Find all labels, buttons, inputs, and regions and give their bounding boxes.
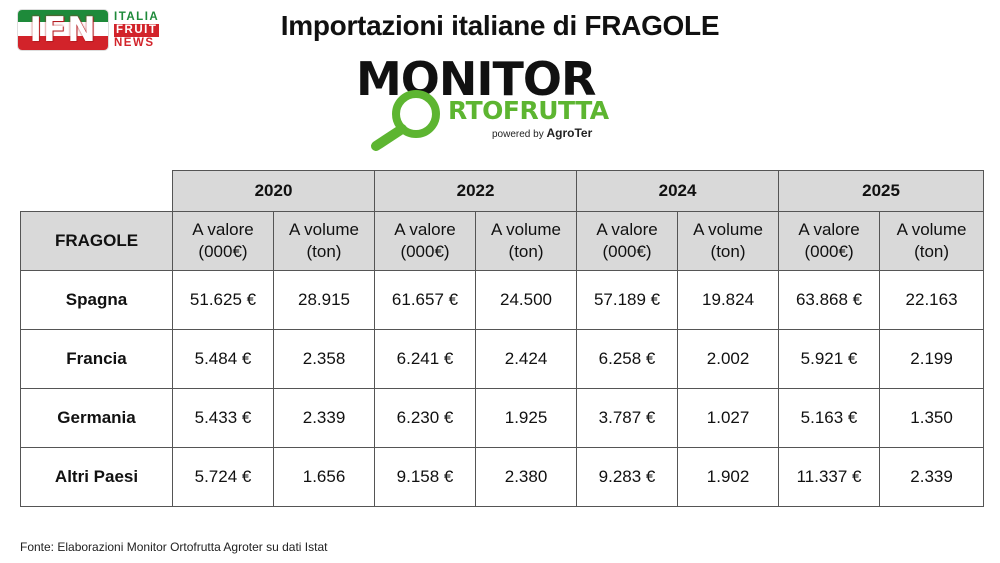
value-cell: 3.787 € — [576, 388, 679, 448]
value-cell: 1.350 — [879, 388, 985, 448]
value-cell: 5.163 € — [778, 388, 881, 448]
country-cell: Spagna — [20, 270, 173, 330]
sub-header-valore: A valore (000€) — [778, 211, 881, 271]
sub-header-volume: A volume (ton) — [879, 211, 985, 271]
sub-header-row: FRAGOLE A valore (000€) A volume (ton) A v… — [20, 211, 985, 271]
value-cell: 5.921 € — [778, 329, 881, 389]
value-cell: 2.002 — [677, 329, 780, 389]
country-cell: Altri Paesi — [20, 447, 173, 507]
value-cell: 9.158 € — [374, 447, 477, 507]
value-cell: 6.258 € — [576, 329, 679, 389]
sub-header-volume: A volume (ton) — [677, 211, 780, 271]
value-cell: 2.358 — [272, 329, 376, 389]
agroter-brand: AgroTer — [546, 126, 593, 140]
value-cell: 24.500 — [475, 270, 578, 330]
value-cell: 1.925 — [475, 388, 578, 448]
ifn-line-1: ITALIA — [114, 11, 160, 23]
value-cell: 2.199 — [879, 329, 985, 389]
year-header: 2020 — [171, 170, 376, 212]
sub-header-volume: A volume (ton) — [272, 211, 376, 271]
year-header: 2022 — [374, 170, 578, 212]
year-header: 2025 — [778, 170, 985, 212]
monitor-ortofrutta-logo: MONITOR RTOFRUTTA powered by AgroTer — [356, 52, 646, 151]
powered-by-text: powered by — [492, 129, 544, 140]
value-cell: 5.484 € — [172, 329, 274, 389]
ifn-logo-text: IFN — [29, 10, 97, 50]
table-row: Altri Paesi 5.724 €1.656 9.158 €2.380 9.283… — [20, 447, 985, 507]
ifn-logo: IFN ITALIA FRUIT NEWS — [18, 10, 168, 52]
value-cell: 2.424 — [475, 329, 578, 389]
year-header: 2024 — [576, 170, 780, 212]
ifn-logo-mark: IFN — [18, 10, 108, 50]
table-row: Spagna 51.625 €28.915 61.657 €24.500 57.189… — [20, 270, 985, 330]
magnifier-icon — [371, 90, 440, 151]
ifn-logo-subtitle: ITALIA FRUIT NEWS — [114, 11, 160, 50]
value-cell: 11.337 € — [778, 447, 881, 507]
sub-header-valore: A valore (000€) — [374, 211, 477, 271]
value-cell: 9.283 € — [576, 447, 679, 507]
blank-corner — [21, 171, 173, 212]
monitor-logo-line2: RTOFRUTTA — [448, 96, 609, 125]
ifn-line-2: FRUIT — [114, 24, 160, 37]
source-note: Fonte: Elaborazioni Monitor Ortofrutta A… — [20, 540, 328, 554]
ifn-line-3: NEWS — [114, 37, 155, 49]
value-cell: 51.625 € — [172, 270, 274, 330]
value-cell: 57.189 € — [576, 270, 679, 330]
value-cell: 1.902 — [677, 447, 780, 507]
value-cell: 22.163 — [879, 270, 985, 330]
country-cell: Francia — [20, 329, 173, 389]
value-cell: 2.380 — [475, 447, 578, 507]
monitor-logo-line1: MONITOR — [356, 52, 596, 106]
value-cell: 6.241 € — [374, 329, 477, 389]
value-cell: 1.656 — [272, 447, 376, 507]
value-cell: 5.433 € — [172, 388, 274, 448]
value-cell: 19.824 — [677, 270, 780, 330]
imports-table: 2020 2022 2024 2025 FRAGOLE A valore (00… — [20, 170, 985, 507]
value-cell: 61.657 € — [374, 270, 477, 330]
sub-header-valore: A valore (000€) — [172, 211, 274, 271]
sub-header-valore: A valore (000€) — [576, 211, 679, 271]
value-cell: 6.230 € — [374, 388, 477, 448]
sub-header-volume: A volume (ton) — [475, 211, 578, 271]
value-cell: 63.868 € — [778, 270, 881, 330]
table-row: Francia 5.484 €2.358 6.241 €2.424 6.258 €2.… — [20, 329, 985, 389]
table-row: Germania 5.433 €2.339 6.230 €1.925 3.787 €1… — [20, 388, 985, 448]
table-body: Spagna 51.625 €28.915 61.657 €24.500 57.189… — [20, 270, 985, 507]
country-cell: Germania — [20, 388, 173, 448]
value-cell: 1.027 — [677, 388, 780, 448]
value-cell: 28.915 — [272, 270, 376, 330]
page-title: Importazioni italiane di FRAGOLE — [280, 10, 720, 41]
value-cell: 2.339 — [879, 447, 985, 507]
value-cell: 2.339 — [272, 388, 376, 448]
value-cell: 5.724 € — [172, 447, 274, 507]
monitor-logo-powered: powered by AgroTer — [492, 126, 592, 140]
product-label: FRAGOLE — [20, 211, 173, 271]
year-header-row: 2020 2022 2024 2025 — [21, 170, 985, 212]
